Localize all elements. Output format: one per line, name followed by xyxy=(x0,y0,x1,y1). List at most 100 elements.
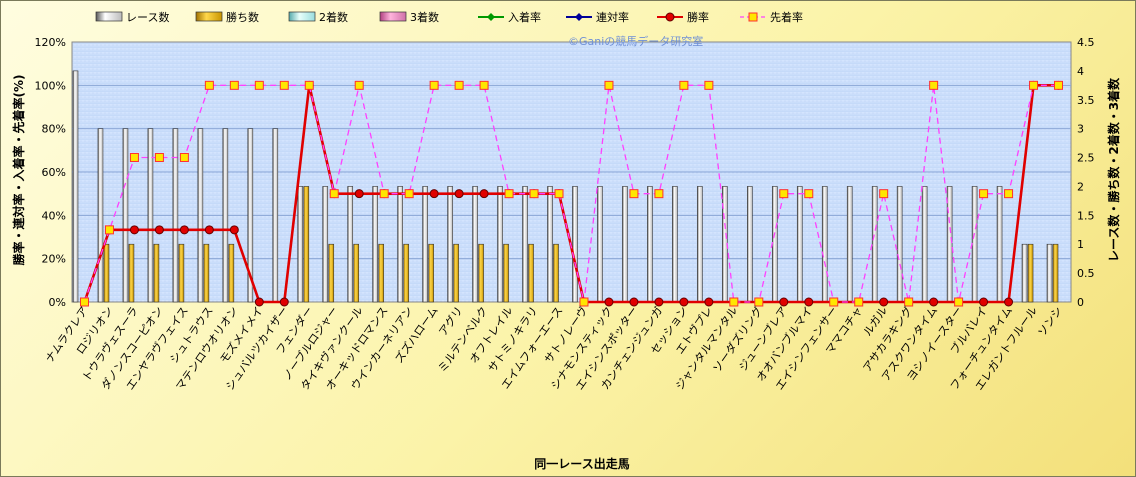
bar-series xyxy=(72,70,1059,303)
bar-レース数 xyxy=(697,186,703,303)
bar-レース数 xyxy=(921,186,928,303)
bar-レース数 xyxy=(97,128,104,303)
y-right-tick-label: 0.5 xyxy=(1077,267,1095,280)
bar-勝ち数 xyxy=(103,243,110,303)
marker-勝率 xyxy=(229,225,239,235)
marker-先着率 xyxy=(929,80,939,90)
marker-勝率 xyxy=(929,297,939,307)
marker-先着率 xyxy=(104,225,114,235)
bar-レース数 xyxy=(871,186,878,303)
y-left-tick-label: 100% xyxy=(35,79,66,92)
bar-勝ち数 xyxy=(128,243,135,303)
marker-先着率 xyxy=(829,297,839,307)
marker-先着率 xyxy=(604,80,614,90)
bar-勝ち数 xyxy=(453,243,459,303)
marker-先着率 xyxy=(579,297,589,307)
marker-先着率 xyxy=(904,297,914,307)
marker-勝率 xyxy=(354,189,364,199)
bar-レース数 xyxy=(771,186,778,303)
y-right-tick-label: 2 xyxy=(1077,180,1084,193)
bar-勝ち数 xyxy=(203,243,210,303)
bar-勝ち数 xyxy=(178,243,185,303)
line-先着率 xyxy=(83,84,1059,303)
y-left-tick-label: 0% xyxy=(49,296,66,309)
marker-先着率 xyxy=(779,189,789,199)
legend-label: 2着数 xyxy=(319,10,348,24)
bar-レース数 xyxy=(222,128,229,303)
bar-レース数 xyxy=(447,186,453,303)
marker-先着率 xyxy=(529,189,539,199)
bar-勝ち数 xyxy=(503,243,509,303)
y-right-tick-label: 3 xyxy=(1077,123,1084,136)
bar-勝ち数 xyxy=(328,243,335,303)
marker-勝率 xyxy=(654,297,664,307)
legend-label: 入着率 xyxy=(508,10,541,24)
legend-swatch xyxy=(195,11,223,22)
legend-label: 勝ち数 xyxy=(226,10,259,24)
bar-レース数 xyxy=(247,128,254,303)
legend-swatch xyxy=(288,11,316,22)
y-right-tick-label: 3.5 xyxy=(1077,94,1095,107)
marker-勝率 xyxy=(479,189,489,199)
y-right-tick-label: 0 xyxy=(1077,296,1084,309)
bar-レース数 xyxy=(372,186,378,303)
bar-レース数 xyxy=(647,186,653,303)
bar-勝ち数 xyxy=(553,243,559,303)
line-series xyxy=(79,80,1064,307)
bar-レース数 xyxy=(1046,243,1053,303)
legend-label: レース数 xyxy=(126,11,169,24)
legend-marker xyxy=(665,12,675,22)
y-axis-right: 0 0.5 1 1.5 2 2.5 3 3.5 4 4.5 xyxy=(1077,36,1095,309)
y-axis-left: 0% 20% 40% 60% 80% 100% 120% xyxy=(35,36,66,309)
x-axis-title: 同一レース出走馬 xyxy=(534,456,629,471)
marker-先着率 xyxy=(204,80,214,90)
bar-勝ち数 xyxy=(153,243,160,303)
legend-label: 3着数 xyxy=(410,10,439,24)
bar-レース数 xyxy=(547,186,553,303)
bar-レース数 xyxy=(347,186,354,303)
marker-勝率 xyxy=(129,225,139,235)
bar-レース数 xyxy=(747,186,753,303)
marker-先着率 xyxy=(404,189,414,199)
marker-勝率 xyxy=(779,297,789,307)
y-right-tick-label: 1 xyxy=(1077,238,1084,251)
y-left-tick-label: 80% xyxy=(42,123,66,136)
legend-marker xyxy=(487,13,495,21)
marker-先着率 xyxy=(479,80,489,90)
marker-勝率 xyxy=(454,189,464,199)
watermark: ©Ganiの競馬データ研究室 xyxy=(568,34,703,48)
bar-レース数 xyxy=(272,128,279,303)
bar-レース数 xyxy=(896,186,903,303)
bar-レース数 xyxy=(522,186,528,303)
marker-先着率 xyxy=(79,297,89,307)
marker-先着率 xyxy=(254,80,264,90)
marker-先着率 xyxy=(754,297,764,307)
marker-先着率 xyxy=(279,80,289,90)
marker-勝率 xyxy=(154,225,164,235)
marker-勝率 xyxy=(979,297,989,307)
marker-先着率 xyxy=(379,189,389,199)
bar-レース数 xyxy=(971,186,978,303)
marker-先着率 xyxy=(329,189,339,199)
marker-先着率 xyxy=(854,297,864,307)
bar-レース数 xyxy=(172,128,179,303)
marker-勝率 xyxy=(629,297,639,307)
legend-label: 勝率 xyxy=(687,10,709,24)
legend-swatch xyxy=(95,11,123,22)
marker-勝率 xyxy=(254,297,264,307)
bar-勝ち数 xyxy=(403,243,409,303)
y-axis-right-title: レース数・勝ち数・2着数・3着数 xyxy=(1106,77,1121,262)
marker-先着率 xyxy=(354,80,364,90)
marker-勝率 xyxy=(279,297,289,307)
marker-勝率 xyxy=(679,297,689,307)
marker-先着率 xyxy=(554,189,564,199)
marker-勝率 xyxy=(604,297,614,307)
marker-先着率 xyxy=(804,189,814,199)
bar-レース数 xyxy=(397,186,403,303)
marker-先着率 xyxy=(679,80,689,90)
bar-レース数 xyxy=(946,186,953,303)
bar-レース数 xyxy=(122,128,129,303)
bar-勝ち数 xyxy=(428,243,434,303)
bar-勝ち数 xyxy=(478,243,484,303)
